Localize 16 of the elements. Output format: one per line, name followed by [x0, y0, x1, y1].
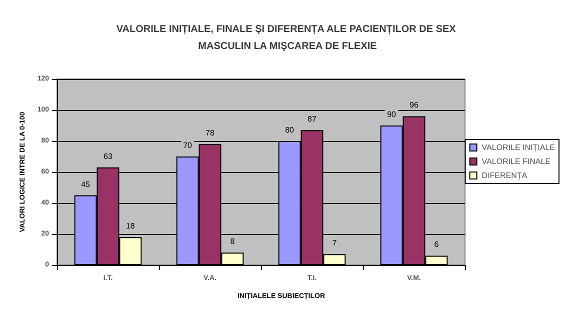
data-label: 80: [285, 126, 295, 134]
data-label: 18: [126, 222, 136, 231]
data-label: 78: [206, 128, 215, 138]
data-label: 96: [410, 100, 419, 110]
legend-label: DIFERENȚA: [482, 171, 528, 180]
data-label: 7: [332, 238, 338, 248]
legend-label: VALORILE INIȚIALE: [482, 143, 556, 152]
data-label: 63: [104, 152, 113, 161]
chart-title: VALORILE INIȚIALE, FINALE ŞI DIFERENȚA ALE PACIENȚILOR DE SEX MASCULIN LA MIŞCAREA DE FLEXIE: [116, 24, 459, 52]
data-label: 90: [387, 110, 397, 119]
data-label: 8: [230, 237, 236, 246]
data-label: 87: [308, 114, 317, 124]
data-label: 70: [183, 141, 193, 150]
data-label: 45: [81, 180, 91, 189]
legend-label: VALORILE FINALE: [482, 157, 551, 166]
data-label: 6: [434, 240, 440, 250]
